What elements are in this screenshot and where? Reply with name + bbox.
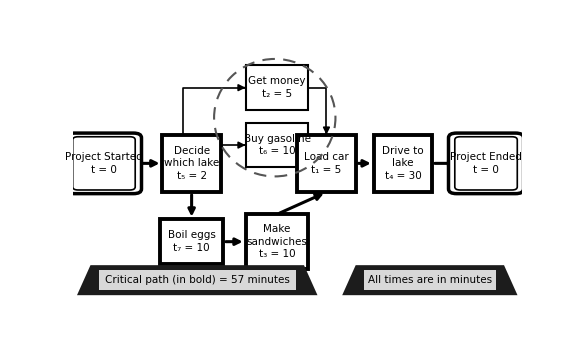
Text: Decide
which lake
t₅ = 2: Decide which lake t₅ = 2 [164, 145, 219, 181]
FancyBboxPatch shape [448, 133, 524, 194]
FancyBboxPatch shape [67, 133, 142, 194]
FancyBboxPatch shape [245, 65, 309, 110]
FancyBboxPatch shape [99, 270, 296, 291]
Polygon shape [77, 265, 317, 295]
Text: Make
sandwiches
t₃ = 10: Make sandwiches t₃ = 10 [246, 224, 307, 259]
FancyBboxPatch shape [162, 135, 221, 192]
FancyBboxPatch shape [374, 135, 432, 192]
Text: All times are in minutes: All times are in minutes [368, 275, 492, 285]
Text: Buy gasoline
t₆ = 10: Buy gasoline t₆ = 10 [244, 134, 310, 157]
FancyBboxPatch shape [72, 137, 135, 190]
FancyBboxPatch shape [245, 123, 309, 167]
Text: Drive to
lake
t₄ = 30: Drive to lake t₄ = 30 [382, 145, 424, 181]
Text: Load car
t₁ = 5: Load car t₁ = 5 [304, 152, 349, 175]
Text: Critical path (in bold) = 57 minutes: Critical path (in bold) = 57 minutes [105, 275, 289, 285]
Text: Project Started
t = 0: Project Started t = 0 [65, 152, 143, 175]
FancyBboxPatch shape [364, 270, 496, 291]
Text: Project Ended
t = 0: Project Ended t = 0 [450, 152, 522, 175]
FancyBboxPatch shape [245, 214, 309, 269]
Polygon shape [342, 265, 517, 295]
Text: Get money
t₂ = 5: Get money t₂ = 5 [248, 76, 306, 99]
FancyBboxPatch shape [455, 137, 517, 190]
FancyBboxPatch shape [297, 135, 356, 192]
FancyBboxPatch shape [160, 219, 223, 264]
Text: Boil eggs
t₇ = 10: Boil eggs t₇ = 10 [168, 230, 216, 253]
